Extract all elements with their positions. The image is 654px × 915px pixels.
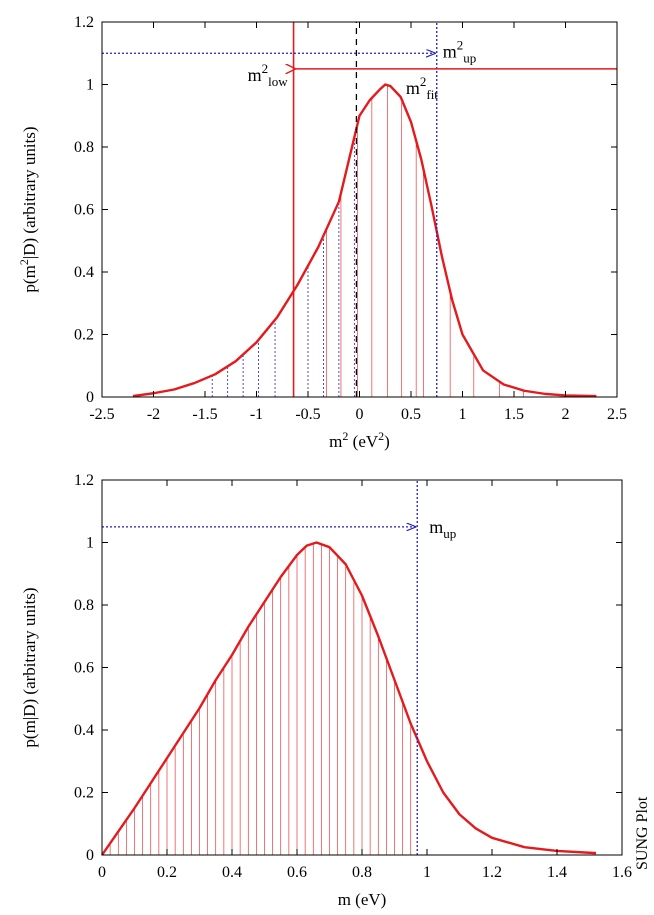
bottom-y-tick-label: 0 xyxy=(86,847,94,864)
top-x-axis-ticks: -2.5 -2 -1.5 -1 -0.5 0 0.5 1 1.5 2 2.5 xyxy=(89,22,627,423)
top-chart-panel: -2.5 -2 -1.5 -1 -0.5 0 0.5 1 1.5 2 2.5 00.20.40.60… xyxy=(17,14,627,451)
top-y-tick-label: 0.4 xyxy=(74,264,94,281)
m2-fit-annotation: m2fit xyxy=(406,74,438,102)
bottom-x-axis-ticks: 0 0.2 0.4 0.6 0.8 1 1.2 1.4 1.6 xyxy=(98,480,632,881)
top-curve-group xyxy=(132,83,597,398)
bottom-x-tick-label: 0 xyxy=(98,864,106,881)
bottom-x-tick-label: 0.2 xyxy=(157,864,177,881)
bottom-y-axis-ticks: 0 0.2 0.4 0.6 0.8 1 1.2 xyxy=(74,472,622,864)
bottom-x-tick-label: 0.4 xyxy=(222,864,242,881)
top-y-tick-label: 0.6 xyxy=(74,202,94,219)
top-x-tick-label: 0 xyxy=(356,406,364,423)
top-x-tick-label: -1.5 xyxy=(192,406,217,423)
top-plot-frame xyxy=(101,21,618,398)
bottom-y-tick-label: 0.8 xyxy=(74,597,94,614)
top-x-tick-label: -2.5 xyxy=(89,406,114,423)
bottom-x-tick-label: 0.8 xyxy=(352,864,372,881)
top-y-tick-label: 1 xyxy=(86,77,94,94)
top-x-tick-label: -0.5 xyxy=(295,406,320,423)
top-y-tick-label: 0.8 xyxy=(74,139,94,156)
bottom-x-tick-label: 1.2 xyxy=(482,864,502,881)
top-x-tick-label: 1.5 xyxy=(504,406,524,423)
bottom-y-tick-label: 1.2 xyxy=(74,472,94,489)
top-marker-lines xyxy=(102,22,617,397)
bottom-curve-group xyxy=(101,541,597,856)
bottom-y-axis-label: p(m|D) (arbitrary units) xyxy=(20,587,39,747)
top-x-tick-label: 1 xyxy=(459,406,467,423)
m-up-annotation: mup xyxy=(429,517,456,541)
top-x-tick-label: -1 xyxy=(250,406,263,423)
top-x-axis-label: m2 (eV2) xyxy=(329,429,390,451)
top-y-axis-ticks: 0 0.2 0.4 0.6 0.8 1 1.2 xyxy=(74,14,617,406)
bottom-y-tick-label: 1 xyxy=(86,535,94,552)
bottom-y-tick-label: 0.6 xyxy=(74,660,94,677)
bottom-y-tick-label: 0.2 xyxy=(74,785,94,802)
top-x-tick-label: 2 xyxy=(562,406,570,423)
bottom-x-tick-label: 1.6 xyxy=(612,864,632,881)
bottom-x-tick-label: 1.4 xyxy=(547,864,567,881)
bottom-hatch-lines xyxy=(109,543,412,855)
bottom-x-tick-label: 1 xyxy=(423,864,431,881)
bottom-posterior-curve xyxy=(101,541,597,856)
bottom-x-tick-label: 0.6 xyxy=(287,864,307,881)
top-y-axis-label: p(m2|D) (arbitrary units) xyxy=(17,126,39,292)
top-x-tick-label: 0.5 xyxy=(401,406,421,423)
top-x-tick-label: 2.5 xyxy=(607,406,627,423)
top-hatch-lines xyxy=(211,85,524,397)
top-y-tick-label: 0.2 xyxy=(74,327,94,344)
bottom-x-axis-label: m (eV) xyxy=(338,890,387,909)
m2-up-annotation: m2up xyxy=(443,37,477,65)
bottom-marker-lines xyxy=(102,480,418,855)
top-x-tick-label: -2 xyxy=(147,406,160,423)
bottom-y-tick-label: 0.4 xyxy=(74,722,94,739)
top-posterior-curve xyxy=(132,83,597,398)
sung-plot-watermark: SUNG Plot xyxy=(634,796,651,870)
bottom-chart-panel: 0 0.2 0.4 0.6 0.8 1 1.2 1.4 1.6 0 0.2 0.4 0.6 0.8 1 1.… xyxy=(20,472,632,909)
m2-low-annotation: m2low xyxy=(248,61,289,89)
top-y-tick-label: 0 xyxy=(86,389,94,406)
top-y-tick-label: 1.2 xyxy=(74,14,94,31)
